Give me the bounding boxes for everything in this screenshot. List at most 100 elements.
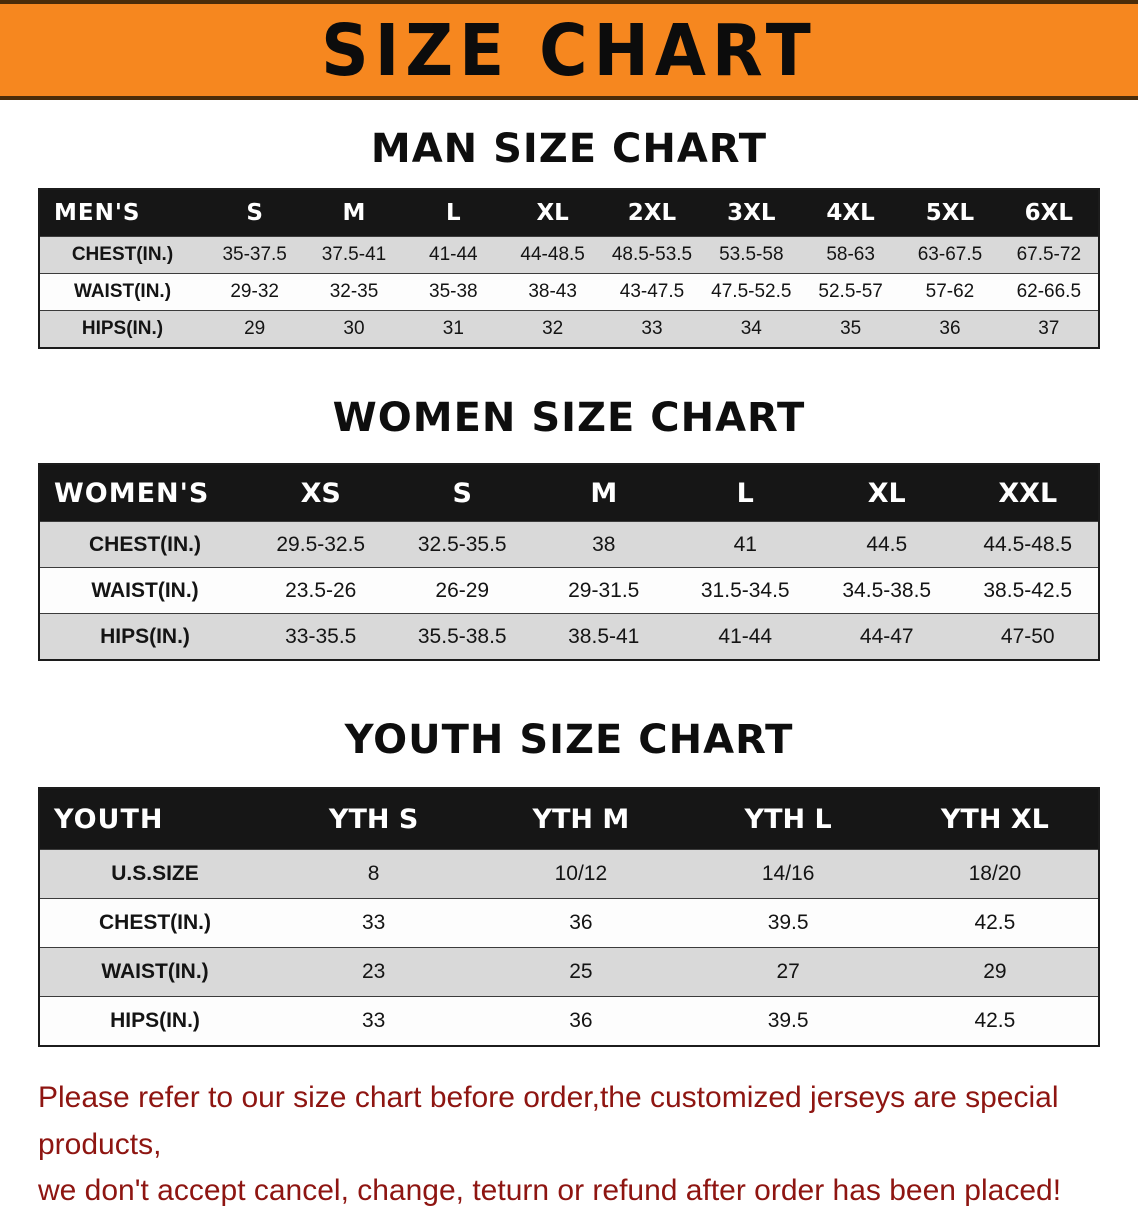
column-header: S [246,200,263,226]
column-header: 2XL [627,200,677,226]
table-row: HIPS(IN.) 33 36 39.5 42.5 [39,996,1099,1046]
size-value: 30 [304,310,404,348]
size-value: 33 [270,996,478,1046]
size-value: 33-35.5 [250,613,392,660]
youth-section-heading: YOUTH SIZE CHART [344,717,794,763]
men-section-heading: MAN SIZE CHART [370,126,768,172]
column-header: M [342,200,366,226]
size-value: 44.5-48.5 [957,521,1099,568]
table-title-cell: WOMEN'S [54,477,210,509]
size-value: 23 [270,947,478,997]
size-value: 48.5-53.5 [602,236,702,274]
row-label: CHEST(IN.) [39,521,250,568]
size-value: 14/16 [684,849,892,899]
column-header: YTH XL [940,803,1049,835]
size-value: 23.5-26 [250,567,392,614]
size-value: 26-29 [391,567,533,614]
size-value: 67.5-72 [999,236,1099,274]
size-value: 44-47 [816,613,958,660]
size-value: 31 [403,310,503,348]
footer-line-1: Please refer to our size chart before or… [38,1081,1059,1161]
table-row: U.S.SIZE 8 10/12 14/16 18/20 [39,849,1099,899]
column-header: L [445,200,461,226]
column-header: 5XL [925,200,975,226]
size-value: 44-48.5 [502,236,603,274]
size-value: 43-47.5 [602,273,702,311]
size-value: 29-32 [205,273,305,311]
row-label: CHEST(IN.) [39,898,270,948]
size-value: 8 [270,849,478,899]
column-header: 6XL [1024,200,1074,226]
table-row: WAIST(IN.) 23 25 27 29 [39,947,1099,997]
size-value: 37 [999,310,1099,348]
size-value: 29 [891,947,1099,997]
size-value: 38.5-41 [533,613,675,660]
row-label: WAIST(IN.) [39,947,270,997]
size-value: 18/20 [891,849,1099,899]
size-value: 38.5-42.5 [957,567,1099,614]
size-value: 57-62 [900,273,1000,311]
size-value: 58-63 [800,236,901,274]
column-header: XS [300,477,341,509]
size-value: 25 [477,947,685,997]
column-header: YTH S [328,803,419,835]
table-row: CHEST(IN.) 29.5-32.5 32.5-35.5 38 41 44.5 44.5… [39,521,1099,568]
size-value: 33 [602,310,702,348]
size-value: 35-37.5 [205,236,305,274]
size-value: 36 [900,310,1000,348]
size-value: 37.5-41 [304,236,404,274]
row-label: HIPS(IN.) [39,310,205,348]
row-label: HIPS(IN.) [39,996,270,1046]
page-title: SIZE CHART [321,8,817,92]
table-row: WAIST(IN.) 29-32 32-35 35-38 38-43 43-47.5 47.… [39,273,1099,311]
table-row: WAIST(IN.) 23.5-26 26-29 29-31.5 31.5-34.5 34… [39,567,1099,614]
size-value: 27 [684,947,892,997]
size-value: 39.5 [684,996,892,1046]
men-size-section: MAN SIZE CHART MEN'S S M L XL 2XL 3XL 4XL 5XL 6XL… [0,126,1138,349]
header-row: MEN'S S M L XL 2XL 3XL 4XL 5XL 6XL [39,189,1099,237]
row-label: WAIST(IN.) [39,567,250,614]
size-value: 32-35 [304,273,404,311]
header-row: WOMEN'S XS S M L XL XXL [39,464,1099,522]
size-value: 41-44 [674,613,816,660]
women-section-heading: WOMEN SIZE CHART [332,395,806,441]
column-header: L [736,477,754,509]
table-row: CHEST(IN.) 33 36 39.5 42.5 [39,898,1099,948]
table-row: CHEST(IN.) 35-37.5 37.5-41 41-44 44-48.5 48.5… [39,236,1099,274]
size-value: 35.5-38.5 [391,613,533,660]
footer-line-2: we don't accept cancel, change, teturn o… [38,1174,1062,1207]
row-label: CHEST(IN.) [39,236,205,274]
row-label: U.S.SIZE [39,849,270,899]
table-title-cell: MEN'S [54,200,141,226]
size-value: 10/12 [477,849,685,899]
size-value: 52.5-57 [800,273,901,311]
size-value: 47-50 [957,613,1099,660]
column-header: YTH M [532,803,630,835]
size-value: 47.5-52.5 [701,273,801,311]
size-value: 36 [477,996,685,1046]
size-value: 38 [533,521,675,568]
size-value: 42.5 [891,996,1099,1046]
men-size-table: MEN'S S M L XL 2XL 3XL 4XL 5XL 6XL CHEST(IN.) 35-37… [38,188,1100,349]
column-header: XXL [998,477,1058,509]
header-row: YOUTH YTH S YTH M YTH L YTH XL [39,788,1099,850]
row-label: WAIST(IN.) [39,273,205,311]
size-value: 62-66.5 [999,273,1099,311]
column-header: YTH L [744,803,832,835]
women-size-section: WOMEN SIZE CHART WOMEN'S XS S M L XL XXL CHEST(… [0,395,1138,661]
size-value: 39.5 [684,898,892,948]
column-header: XL [867,477,906,509]
table-title-cell: YOUTH [54,803,164,835]
size-value: 29-31.5 [533,567,675,614]
banner: SIZE CHART [0,0,1138,100]
footer-note: Please refer to our size chart before or… [38,1075,1138,1215]
size-value: 34.5-38.5 [816,567,958,614]
women-size-table: WOMEN'S XS S M L XL XXL CHEST(IN.) 29.5-32.5 32.5… [38,463,1100,661]
size-value: 32 [502,310,603,348]
size-value: 41-44 [403,236,503,274]
size-value: 33 [270,898,478,948]
youth-size-table: YOUTH YTH S YTH M YTH L YTH XL U.S.SIZE 8 10/12… [38,787,1100,1047]
size-value: 41 [674,521,816,568]
size-value: 63-67.5 [900,236,1000,274]
